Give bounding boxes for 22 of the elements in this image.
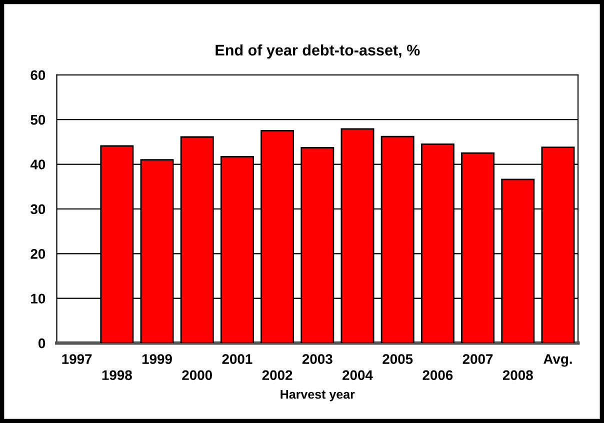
y-tick-label: 40: [30, 160, 46, 170]
x-tick-label: 2000: [182, 370, 212, 380]
y-tick-label: 20: [30, 248, 46, 259]
x-tick-label: 1997: [62, 354, 92, 364]
x-tick-label: 2007: [462, 354, 493, 364]
x-tick-label: 2008: [502, 370, 533, 380]
x-tick-label: 2006: [422, 370, 453, 380]
y-tick-label: 10: [31, 294, 46, 304]
x-tick-label: 2003: [302, 354, 332, 364]
y-tick-label: 0: [38, 338, 46, 348]
x-tick-label: 2005: [382, 354, 413, 364]
x-tick-label: 2001: [222, 354, 252, 364]
y-tick-label: 60: [30, 70, 46, 80]
x-tick-label: Avg.: [544, 354, 572, 367]
x-tick-label: 1998: [102, 370, 132, 380]
y-tick-label: 30: [30, 204, 46, 214]
chart-title: End of year debt-to-asset, %: [216, 44, 420, 59]
x-tick-label: 2002: [262, 370, 292, 380]
y-tick-label: 50: [30, 114, 46, 125]
x-axis-title: Harvest year: [280, 390, 355, 402]
x-tick-label: 1999: [142, 354, 172, 364]
x-tick-label: 2004: [342, 370, 373, 380]
